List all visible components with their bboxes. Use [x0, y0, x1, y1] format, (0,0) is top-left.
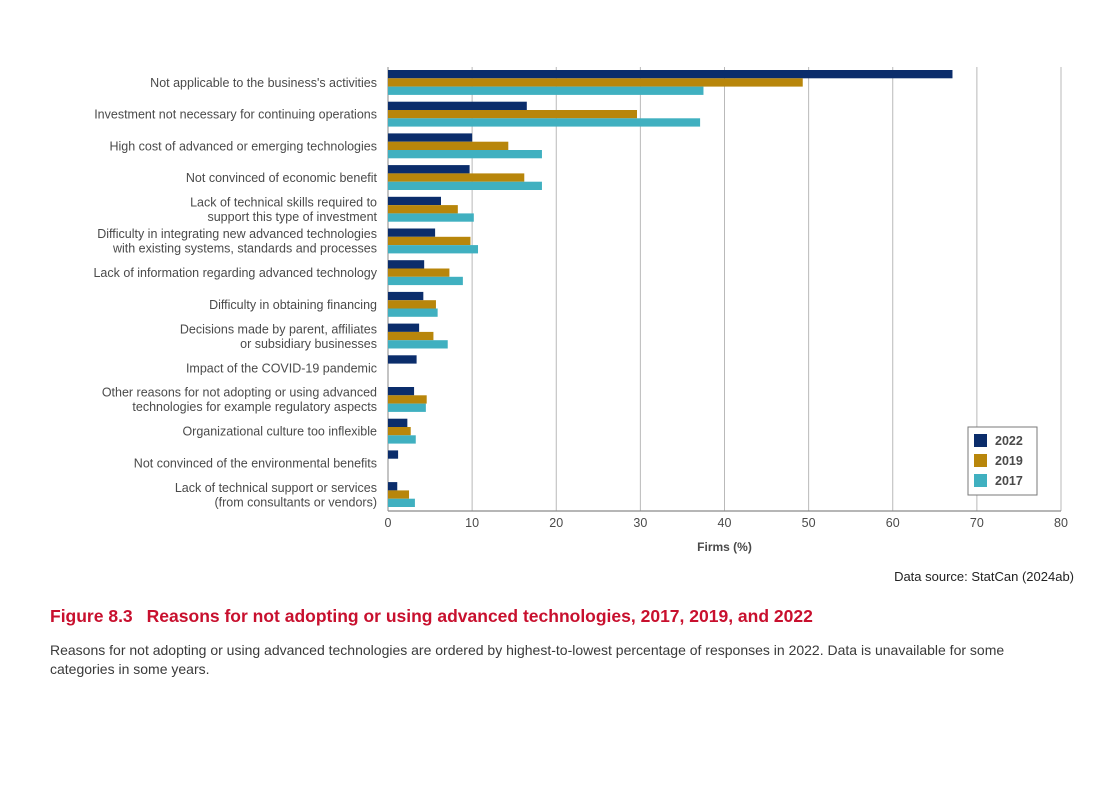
bar-2019	[388, 427, 411, 436]
bar-2019	[388, 268, 450, 277]
bar-2019	[388, 141, 509, 150]
category-label: Other reasons for not adopting or using …	[102, 386, 377, 415]
x-axis-title: Firms (%)	[697, 540, 752, 554]
category-label-line: (from consultants or vendors)	[214, 495, 377, 509]
category-label: Lack of technical support or services (fr…	[175, 481, 377, 510]
bar-2017	[388, 435, 416, 444]
legend-label-2017: 2017	[995, 474, 1023, 488]
figure-caption: Reasons for not adopting or using advanc…	[50, 642, 1005, 677]
bar-2017	[388, 86, 704, 95]
bar-2017	[388, 118, 701, 127]
category-label: Not convinced of the environmental benef…	[134, 456, 377, 470]
x-tick-label: 70	[970, 516, 984, 530]
bar-2017	[388, 213, 474, 222]
bar-2022	[388, 387, 415, 396]
category-label-line: High cost of advanced or emerging techno…	[109, 139, 377, 153]
bar-2019	[388, 236, 471, 246]
x-tick-label: 40	[718, 516, 732, 530]
bar-2019	[388, 205, 458, 214]
category-label-line: Not convinced of economic benefit	[186, 171, 378, 185]
category-label-line: Lack of information regarding advanced t…	[93, 266, 377, 280]
category-label: Not applicable to the business's activit…	[150, 76, 377, 90]
category-label-line: Decisions made by parent, affiliates	[180, 322, 377, 336]
bar-2017	[388, 498, 415, 507]
bar-2017	[388, 340, 448, 349]
bar-2017	[388, 276, 463, 286]
category-label-line: with existing systems, standards and pro…	[112, 242, 377, 256]
bar-2019	[388, 78, 803, 87]
category-label: Not convinced of economic benefit	[186, 171, 378, 185]
category-label: Difficulty in obtaining financing	[209, 298, 377, 312]
category-label-line: Lack of technical support or services	[175, 481, 377, 495]
category-label: Difficulty in integrating new advanced t…	[97, 227, 377, 256]
category-label-line: or subsidiary businesses	[240, 337, 377, 351]
legend-swatch-2019	[974, 454, 987, 467]
category-label-line: Not convinced of the environmental benef…	[134, 456, 377, 470]
bar-2017	[388, 245, 479, 254]
x-tick-label: 60	[886, 516, 900, 530]
bar-2022	[388, 133, 473, 142]
bar-2019	[388, 173, 525, 182]
bar-2019	[388, 395, 427, 404]
bar-2022	[388, 291, 424, 301]
x-tick-label: 10	[465, 516, 479, 530]
x-tick-label: 80	[1054, 516, 1068, 530]
category-label: High cost of advanced or emerging techno…	[109, 139, 377, 153]
bar-2019	[388, 490, 410, 499]
category-label: Organizational culture too inflexible	[182, 425, 377, 439]
bar-2017	[388, 150, 542, 159]
bar-2022	[388, 323, 420, 332]
bar-2022	[388, 101, 527, 110]
legend-label-2019: 2019	[995, 454, 1023, 468]
category-label: Impact of the COVID-19 pandemic	[186, 361, 377, 375]
category-label-line: Organizational culture too inflexible	[182, 425, 377, 439]
category-label: Decisions made by parent, affiliates or s…	[180, 322, 377, 351]
data-source: Data source: StatCan (2024ab)	[894, 569, 1074, 584]
bar-chart: 0 10 20 30 40 50 60 70 80 Firms (%) Not applicable…	[93, 67, 1068, 554]
bar-2022	[388, 482, 398, 491]
bar-2022	[388, 165, 470, 174]
bar-2019	[388, 110, 638, 119]
category-label: Investment not necessary for continuing …	[94, 108, 377, 122]
category-label-line: Difficulty in obtaining financing	[209, 298, 377, 312]
figure-title-text: Reasons for not adopting or using advanc…	[146, 606, 813, 626]
bar-2022	[388, 418, 408, 427]
legend-swatch-2022	[974, 434, 987, 447]
category-label-line: Lack of technical skills required to	[190, 196, 377, 210]
category-label-line: Investment not necessary for continuing …	[94, 108, 377, 122]
bar-2022	[388, 70, 953, 79]
bar-2019	[388, 331, 434, 341]
category-label-line: Other reasons for not adopting or using …	[102, 386, 377, 400]
legend-swatch-2017	[974, 474, 987, 487]
category-label-line: technologies for example regulatory aspe…	[132, 400, 377, 414]
bar-2017	[388, 308, 438, 317]
x-tick-label: 30	[633, 516, 647, 530]
x-tick-label: 20	[549, 516, 563, 530]
category-label-line: Difficulty in integrating new advanced t…	[97, 227, 377, 241]
bar-2022	[388, 196, 441, 206]
bar-2022	[388, 450, 399, 459]
bar-2019	[388, 300, 436, 309]
category-label: Lack of information regarding advanced t…	[93, 266, 377, 280]
bar-2017	[388, 181, 542, 190]
category-label-line: Impact of the COVID-19 pandemic	[186, 361, 377, 375]
category-label-line: Not applicable to the business's activit…	[150, 76, 377, 90]
bar-2022	[388, 260, 425, 269]
legend-label-2022: 2022	[995, 434, 1023, 448]
x-tick-label: 0	[385, 516, 392, 530]
category-label-line: support this type of investment	[207, 210, 377, 224]
category-label: Lack of technical skills required to supp…	[190, 196, 377, 225]
bar-2022	[388, 228, 436, 237]
bar-2022	[388, 355, 417, 364]
figure-number: Figure 8.3	[50, 606, 133, 626]
figure-title: Figure 8.3 Reasons for not adopting or us…	[50, 606, 813, 627]
bar-2017	[388, 403, 426, 412]
x-tick-label: 50	[802, 516, 816, 530]
